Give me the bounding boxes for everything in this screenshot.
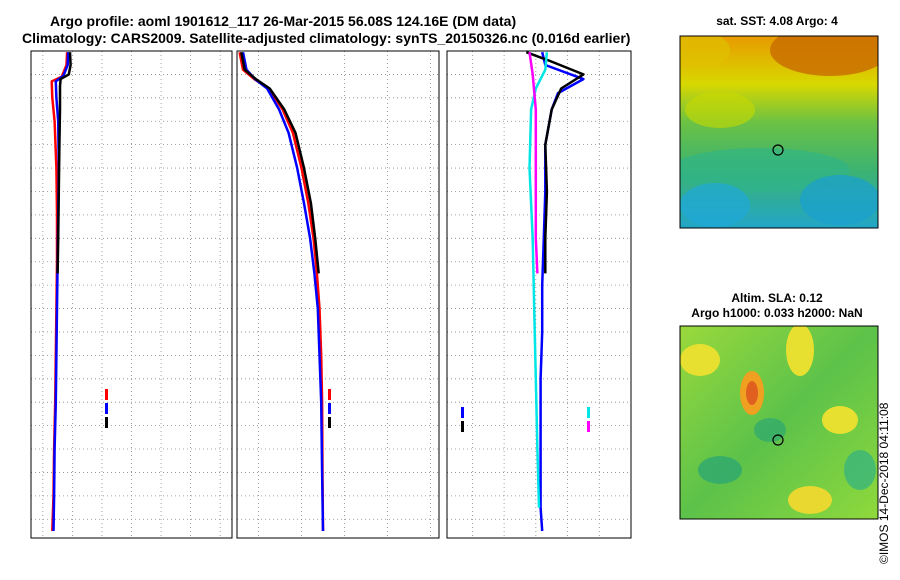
salinity-panel	[236, 50, 440, 539]
title-line-1: Argo profile: aoml 1901612_117 26-Mar-20…	[50, 13, 516, 29]
legend-swatch	[587, 421, 590, 432]
legend-swatch	[328, 417, 331, 428]
legend-swatch	[461, 421, 464, 432]
legend-swatch	[105, 417, 108, 428]
series-line-s-argo	[528, 52, 539, 274]
temperature-panel	[30, 50, 233, 539]
title-line-2: Climatology: CARS2009. Satellite-adjuste…	[22, 30, 630, 46]
series-line-t-argo	[525, 51, 585, 274]
legend-swatch	[105, 389, 108, 400]
series-line-argo	[56, 52, 72, 274]
sla-map-subtitle: Argo h1000: 0.033 h2000: NaN	[691, 306, 862, 320]
plot-frame	[30, 50, 233, 539]
legend-swatch	[105, 403, 108, 414]
sla-map-title: Altim. SLA: 0.12	[731, 291, 823, 305]
series-line-climatology	[238, 51, 325, 532]
sst-map-argo-marker	[772, 144, 784, 156]
plot-frame	[236, 50, 440, 539]
credit-label: ©IMOS 14-Dec-2018 04:11:08	[877, 402, 891, 564]
series-line-t-satellite	[539, 51, 585, 532]
sla-map-argo-marker	[772, 434, 784, 446]
plot-frame	[446, 50, 632, 539]
series-line-satellite-adj-clim-	[241, 51, 325, 532]
series-line-argo	[240, 51, 320, 274]
sst-map-image	[680, 36, 878, 228]
series-line-s-satellite	[528, 52, 549, 508]
legend-swatch	[587, 407, 590, 418]
sst-map-title: sat. SST: 4.08 Argo: 4	[716, 14, 838, 28]
legend-swatch	[328, 403, 331, 414]
legend-swatch	[461, 407, 464, 418]
difference-panel	[446, 50, 632, 539]
legend-swatch	[328, 389, 331, 400]
sla-map-image	[680, 326, 878, 519]
